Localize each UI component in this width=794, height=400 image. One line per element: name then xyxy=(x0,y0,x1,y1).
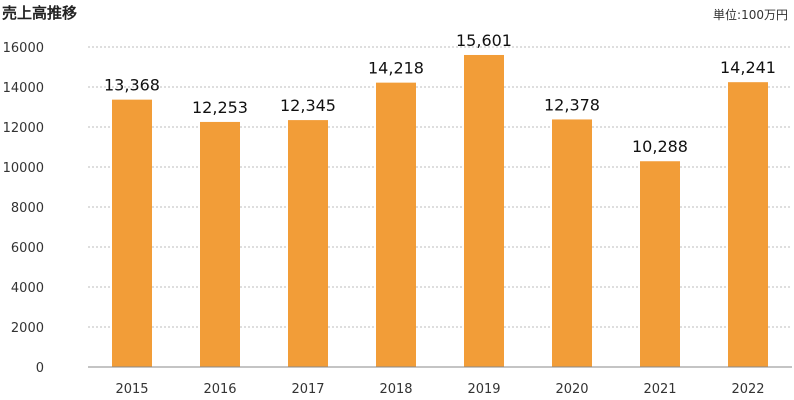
data-label-2019: 15,601 xyxy=(456,31,512,50)
y-tick-label: 10000 xyxy=(3,161,44,176)
x-tick-label: 2015 xyxy=(115,382,148,397)
grid-lines xyxy=(88,46,792,328)
bar-2018 xyxy=(376,82,416,367)
data-label-2016: 12,253 xyxy=(192,98,248,117)
data-label-2018: 14,218 xyxy=(368,59,424,78)
bar-2021 xyxy=(640,161,680,367)
y-tick-label: 14000 xyxy=(3,81,44,96)
x-tick-label: 2018 xyxy=(379,382,412,397)
data-label-2015: 13,368 xyxy=(104,76,160,95)
chart-title: 売上高推移 xyxy=(2,4,78,22)
x-tick-label: 2022 xyxy=(731,382,764,397)
x-axis-ticks: 2015 2016 2017 2018 2019 2020 2021 2022 xyxy=(115,382,764,397)
y-tick-label: 6000 xyxy=(11,241,44,256)
x-tick-label: 2021 xyxy=(643,382,676,397)
y-tick-label: 16000 xyxy=(3,41,44,56)
y-tick-label: 2000 xyxy=(11,321,44,336)
bar-2020 xyxy=(552,119,592,367)
bar-2016 xyxy=(200,121,240,367)
bars xyxy=(112,54,768,368)
data-label-2017: 12,345 xyxy=(280,96,336,115)
x-tick-label: 2019 xyxy=(467,382,500,397)
y-tick-label: 12000 xyxy=(3,121,44,136)
bar-2019 xyxy=(464,54,504,367)
data-label-2020: 12,378 xyxy=(544,95,600,114)
y-axis-ticks: 0 2000 4000 6000 8000 10000 12000 14000 16000 xyxy=(3,41,44,376)
data-label-2022: 14,241 xyxy=(720,58,776,77)
y-tick-label: 4000 xyxy=(11,281,44,296)
bar-2017 xyxy=(288,120,328,367)
unit-label: 単位:100万円 xyxy=(713,8,788,22)
bar-2022 xyxy=(728,82,768,368)
y-tick-label: 0 xyxy=(36,361,44,376)
data-labels: 13,368 12,253 12,345 14,218 15,601 12,378 10,2… xyxy=(104,31,776,156)
x-tick-label: 2017 xyxy=(291,382,324,397)
y-tick-label: 8000 xyxy=(11,201,44,216)
bar-2015 xyxy=(112,99,152,367)
x-tick-label: 2020 xyxy=(555,382,588,397)
data-label-2021: 10,288 xyxy=(632,137,688,156)
x-tick-label: 2016 xyxy=(203,382,236,397)
